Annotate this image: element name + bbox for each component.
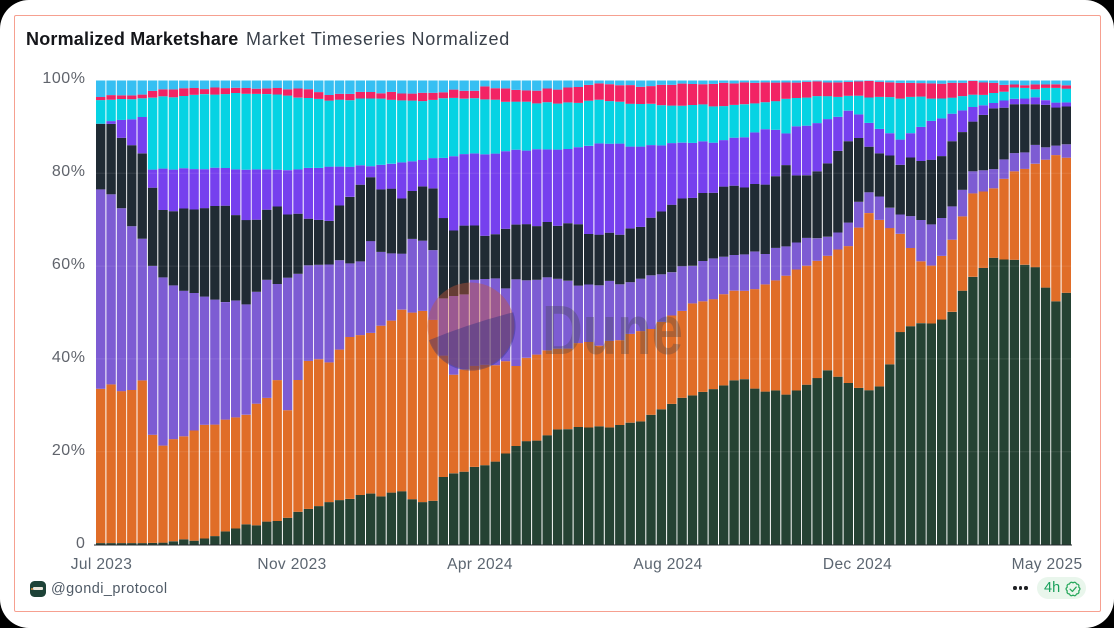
svg-text:Dune: Dune bbox=[542, 291, 683, 369]
